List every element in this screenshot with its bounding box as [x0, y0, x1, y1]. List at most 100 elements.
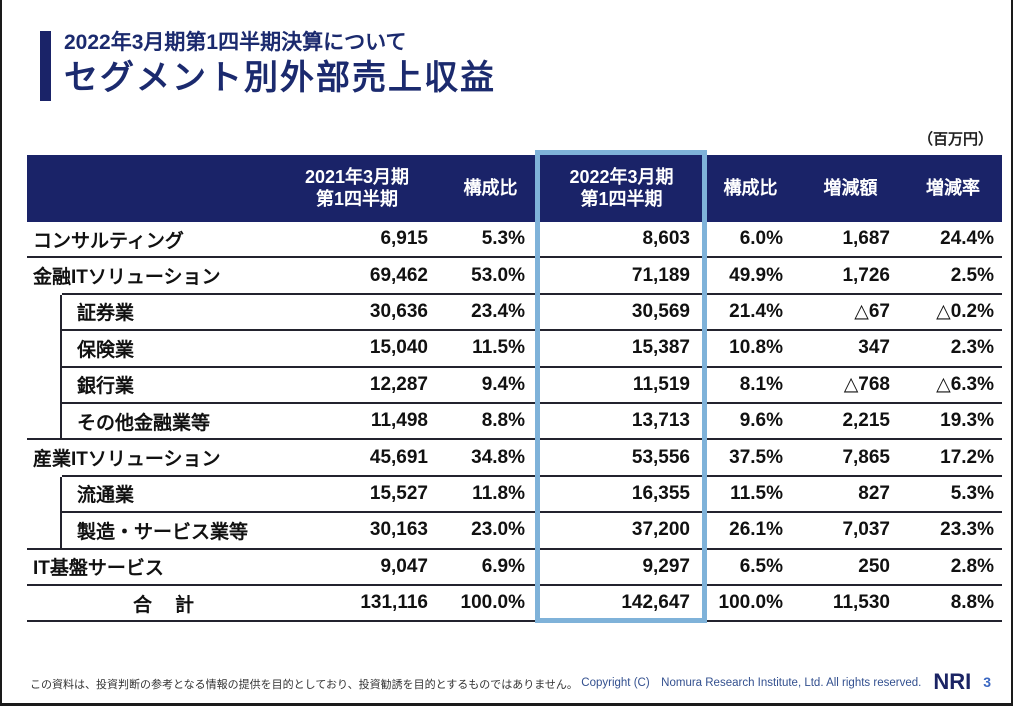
- indent-cell: [27, 367, 62, 404]
- header-empty-label: [62, 155, 272, 222]
- diff-amount: △768: [797, 368, 904, 404]
- value-2022: 142,647: [539, 586, 704, 623]
- row-label: 保険業: [62, 331, 272, 368]
- pct-2021: 53.0%: [442, 258, 539, 295]
- pct-2022: 100.0%: [704, 586, 797, 623]
- diff-rate: 19.3%: [904, 404, 1002, 441]
- pct-2022: 6.5%: [704, 550, 797, 586]
- diff-amount: △67: [797, 295, 904, 332]
- nri-logo: NRI: [933, 669, 972, 694]
- table-row-distribution: 流通業 15,527 11.8% 16,355 11.5% 827 5.3%: [27, 476, 1002, 514]
- table-row-securities: 証券業 30,636 23.4% 30,569 21.4% △67 △0.2%: [27, 294, 1002, 332]
- pct-2022: 11.5%: [704, 477, 797, 514]
- diff-rate: 17.2%: [904, 440, 1002, 477]
- header-period-2022: 2022年3月期 第1四半期: [569, 166, 674, 209]
- diff-rate: 2.8%: [904, 550, 1002, 586]
- page-title: セグメント別外部売上収益: [64, 59, 496, 98]
- label-spacer: [62, 440, 272, 477]
- value-2021: 15,040: [272, 331, 442, 368]
- pct-2021: 23.4%: [442, 295, 539, 332]
- diff-rate: 2.5%: [904, 258, 1002, 295]
- diff-amount: 1,687: [797, 222, 904, 259]
- pct-2021: 8.8%: [442, 404, 539, 441]
- row-label: 金融ITソリューション: [33, 266, 221, 288]
- pct-2022: 49.9%: [704, 258, 797, 295]
- row-label: コンサルティング: [27, 222, 272, 259]
- segment-revenue-table: 2021年3月期 第1四半期 構成比 2022年3月期 第1四半期 構成比 増減…: [27, 155, 1002, 623]
- pct-2021: 5.3%: [442, 222, 539, 259]
- disclaimer-text: この資料は、投資判断の参考となる情報の提供を目的としており、投資勧誘を目的とする…: [30, 679, 578, 691]
- pct-2022: 6.0%: [704, 222, 797, 259]
- diff-amount: 7,865: [797, 440, 904, 477]
- title-block: 2022年3月期第1四半期決算について セグメント別外部売上収益: [40, 31, 496, 101]
- table-row-industrial-it: 産業ITソリューション 45,691 34.8% 53,556 37.5% 7,…: [27, 440, 1002, 477]
- row-label: 流通業: [62, 477, 272, 514]
- value-2022: 37,200: [539, 513, 704, 550]
- pct-2021: 100.0%: [442, 586, 539, 623]
- value-2021: 6,915: [272, 222, 442, 259]
- diff-amount: 250: [797, 550, 904, 586]
- header-rate: 増減率: [926, 177, 980, 198]
- row-label: 製造・サービス業等: [62, 513, 272, 550]
- header-pct-2021: 構成比: [463, 177, 518, 198]
- pct-2022: 37.5%: [704, 440, 797, 477]
- value-2022: 16,355: [539, 477, 704, 514]
- pct-2021: 11.5%: [442, 331, 539, 368]
- indent-cell: [27, 513, 62, 550]
- row-label: 産業ITソリューション: [33, 448, 221, 470]
- diff-rate: 5.3%: [904, 477, 1002, 514]
- table-row-it-platform: IT基盤サービス 9,047 6.9% 9,297 6.5% 250 2.8%: [27, 550, 1002, 586]
- value-2021: 30,163: [272, 513, 442, 550]
- diff-amount: 1,726: [797, 258, 904, 295]
- diff-rate: 23.3%: [904, 513, 1002, 550]
- diff-amount: 7,037: [797, 513, 904, 550]
- value-2021: 15,527: [272, 477, 442, 514]
- value-2021: 69,462: [272, 258, 442, 295]
- pct-2022: 21.4%: [704, 295, 797, 332]
- value-2022: 11,519: [539, 368, 704, 404]
- diff-amount: 347: [797, 331, 904, 368]
- pct-2022: 8.1%: [704, 368, 797, 404]
- table-row-manufacturing-services: 製造・サービス業等 30,163 23.0% 37,200 26.1% 7,03…: [27, 513, 1002, 550]
- indent-cell: [27, 294, 62, 332]
- row-label: 銀行業: [62, 368, 272, 404]
- row-label: その他金融業等: [62, 404, 272, 441]
- row-label: 証券業: [62, 295, 272, 332]
- indent-cell: [27, 476, 62, 514]
- diff-rate: 2.3%: [904, 331, 1002, 368]
- indent-cell: [27, 403, 62, 441]
- row-label: IT基盤サービス: [27, 550, 272, 586]
- header-empty-indent: [27, 155, 62, 222]
- diff-amount: 827: [797, 477, 904, 514]
- diff-rate: △0.2%: [904, 295, 1002, 332]
- footer-right: Copyright (C) Nomura Research Institute,…: [581, 669, 991, 695]
- header-diff: 増減額: [823, 177, 878, 198]
- title-accent-bar: [40, 31, 51, 101]
- table-row-insurance: 保険業 15,040 11.5% 15,387 10.8% 347 2.3%: [27, 331, 1002, 368]
- value-2021: 9,047: [272, 550, 442, 586]
- table-row-banking: 銀行業 12,287 9.4% 11,519 8.1% △768 △6.3%: [27, 367, 1002, 404]
- pct-2021: 6.9%: [442, 550, 539, 586]
- value-2021: 12,287: [272, 368, 442, 404]
- pct-2021: 34.8%: [442, 440, 539, 477]
- diff-amount: 2,215: [797, 404, 904, 441]
- row-label: 合 計: [27, 586, 272, 623]
- pct-2022: 10.8%: [704, 331, 797, 368]
- pct-2021: 11.8%: [442, 477, 539, 514]
- diff-rate: 24.4%: [904, 222, 1002, 259]
- value-2022: 71,189: [539, 258, 704, 295]
- table-header-row: 2021年3月期 第1四半期 構成比 2022年3月期 第1四半期 構成比 増減…: [27, 155, 1002, 222]
- value-2022: 30,569: [539, 295, 704, 332]
- value-2021: 131,116: [272, 586, 442, 623]
- indent-cell: [27, 331, 62, 368]
- diff-amount: 11,530: [797, 586, 904, 623]
- pct-2022: 9.6%: [704, 404, 797, 441]
- table-row-financial-it: 金融ITソリューション 69,462 53.0% 71,189 49.9% 1,…: [27, 258, 1002, 295]
- copyright-text: Copyright (C) Nomura Research Institute,…: [581, 677, 922, 689]
- value-2022: 13,713: [539, 404, 704, 441]
- table-row-consulting: コンサルティング 6,915 5.3% 8,603 6.0% 1,687 24.…: [27, 222, 1002, 259]
- page-number: 3: [983, 674, 991, 690]
- value-2021: 45,691: [272, 440, 442, 477]
- table-row-other-financial: その他金融業等 11,498 8.8% 13,713 9.6% 2,215 19…: [27, 403, 1002, 441]
- diff-rate: 8.8%: [904, 586, 1002, 623]
